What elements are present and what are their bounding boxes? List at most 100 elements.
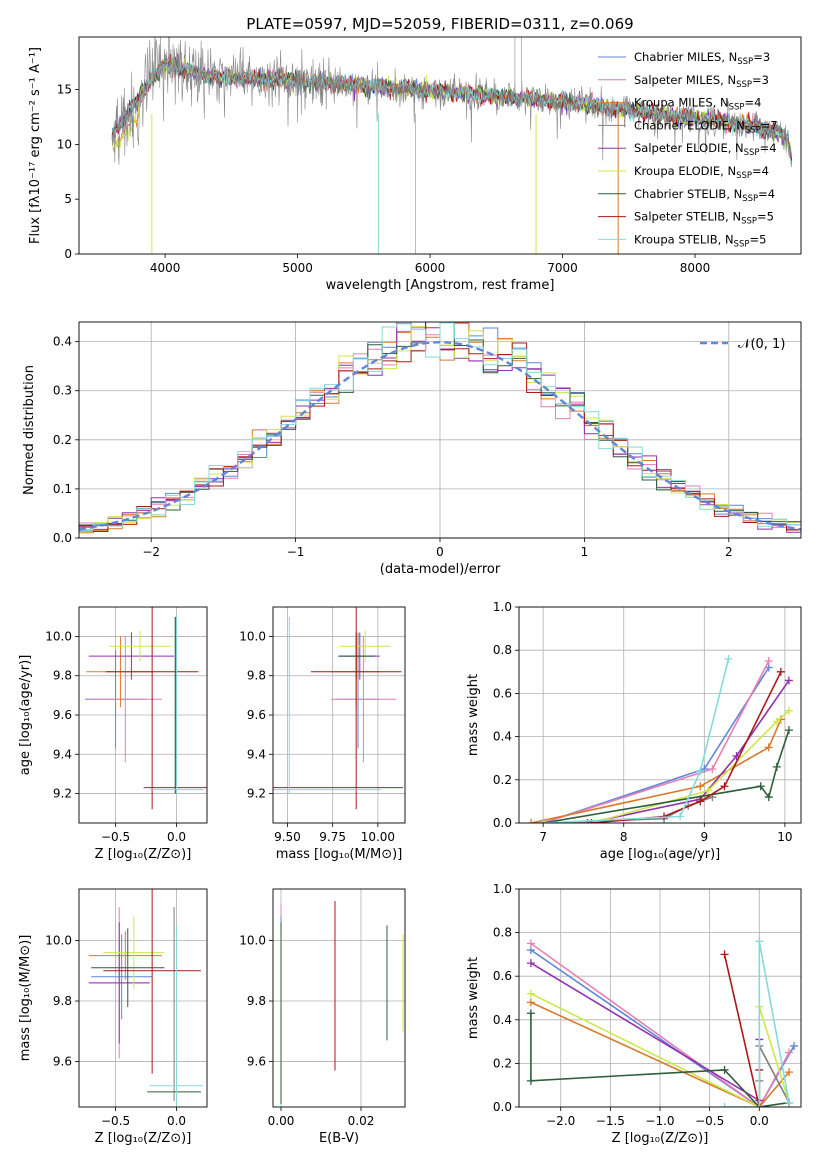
legend-sub: SSP: [736, 80, 752, 90]
plot-area: [273, 607, 404, 810]
legend-n: N: [720, 96, 729, 110]
x-axis-label: Z [log₁₀(Z/Z⊙)]: [612, 1131, 709, 1146]
weight-marker: [772, 762, 781, 771]
errorbar-kroupa-elodie: [339, 630, 391, 662]
weight-marker: [526, 1009, 535, 1018]
plot-area: [526, 937, 799, 1107]
weight-marker: [784, 726, 793, 735]
legend-nssp: =5: [749, 232, 766, 246]
y-tick-label: 9.6: [247, 1055, 266, 1069]
axes-frame: [518, 888, 802, 1108]
weight-marker: [720, 1103, 729, 1107]
x-tick-label: 0: [436, 545, 444, 559]
legend-nssp: =5: [757, 210, 774, 224]
axes: −0.5 0.0 9.6 9.8 10.0 Z [log₁₀(Z/Z⊙)] mass [lo…: [18, 888, 208, 1146]
weight-marker: [755, 1103, 764, 1107]
panel-age-vs-Z: −0.5 0.0 9.2 9.4 9.6 9.8 10.0 Z [log₁₀(Z/Z⊙)] ag…: [18, 606, 208, 862]
weight-marker: [526, 998, 535, 1007]
x-tick-label: 2: [725, 545, 733, 559]
x-tick-label: −0.5: [695, 1114, 724, 1128]
y-tick-label: 5: [64, 192, 72, 206]
x-tick-label: 9.50: [274, 830, 301, 844]
y-tick-label: 1.0: [493, 600, 512, 614]
panel-residuals: −2 −1 0 1 2 0.0 0.1 0.2 0.3 0.4 (data-model)/error…: [22, 321, 802, 577]
axes: 7 8 9 10 0.0 0.2 0.4 0.6 0.8 1.0 age [log₁₀(age/yr…: [466, 600, 802, 862]
axes-frame: [78, 888, 208, 1108]
x-tick-label: −0.5: [101, 1114, 130, 1128]
legend-entry-chabrier-stelib: Chabrier STELIB, NSSP=4: [634, 187, 775, 204]
x-tick-label: 8: [620, 830, 628, 844]
legend-nssp: =3: [752, 73, 769, 87]
axes: −0.5 0.0 9.2 9.4 9.6 9.8 10.0 Z [log₁₀(Z/Z⊙)] ag…: [18, 606, 208, 862]
weight-marker: [720, 782, 729, 791]
legend-n: N: [729, 50, 738, 64]
y-tick-label: 9.2: [247, 787, 266, 801]
weight-marker: [764, 793, 773, 802]
legend-sub: SSP: [734, 239, 750, 249]
panel-mass-vs-ebv: 0.00 0.02 9.6 9.8 10.0 E(B-V): [239, 888, 406, 1146]
x-tick-label: 0.02: [348, 1114, 375, 1128]
weight-marker: [526, 1076, 535, 1085]
legend-n: N: [732, 210, 741, 224]
x-tick-label: 1: [581, 545, 589, 559]
axes: 4000 5000 6000 7000 8000 0 5 10 15 wavelength [An…: [28, 36, 802, 293]
x-tick-label: −0.5: [101, 830, 130, 844]
weight-marker: [696, 782, 705, 791]
weight-marker: [764, 657, 773, 665]
x-tick-label: 7000: [547, 261, 578, 275]
plot-area: [527, 654, 793, 823]
weight-marker: [755, 937, 764, 946]
y-tick-label: 10.0: [239, 933, 266, 947]
y-tick-label: 10: [57, 137, 72, 151]
x-tick-label: 5000: [282, 261, 313, 275]
panel-mass-vs-Z: −0.5 0.0 9.6 9.8 10.0 Z [log₁₀(Z/Z⊙)] mass [lo…: [18, 888, 208, 1146]
errorbar-kroupa-miles: [88, 931, 162, 980]
y-tick-label: 9.6: [53, 708, 72, 722]
y-axis-label: Flux [fλ10⁻¹⁷ erg cm⁻² s⁻¹ A⁻¹]: [28, 47, 43, 244]
x-tick-label: −1.5: [596, 1114, 625, 1128]
y-tick-label: 0.0: [493, 1100, 512, 1114]
y-tick-label: 9.8: [53, 669, 72, 683]
plot-area: [280, 901, 404, 1107]
histogram-kroupa-stelib: [79, 322, 801, 538]
legend-nssp: =7: [761, 118, 778, 132]
legend-entry-chabrier-elodie: Chabrier ELODIE, NSSP=7: [634, 118, 778, 135]
y-tick-label: 0.1: [53, 482, 72, 496]
weight-marker: [526, 939, 535, 948]
observed-spectrum: [111, 37, 792, 165]
y-tick-label: 0.2: [493, 1056, 512, 1070]
y-axis-label: age [log₁₀(age/yr)]: [18, 655, 33, 776]
legend-entry-kroupa-miles: Kroupa MILES, NSSP=4: [634, 96, 761, 113]
legend-n: N: [727, 73, 736, 87]
y-tick-label: 0.2: [53, 433, 72, 447]
errorbar-kroupa-elodie: [103, 916, 165, 989]
axes-frame: [272, 606, 406, 824]
panel-spectrum: 4000 5000 6000 7000 8000 0 5 10 15 wavelength [An…: [28, 36, 802, 293]
x-tick-label: 4000: [150, 261, 181, 275]
y-tick-label: 0.3: [53, 384, 72, 398]
figure-title: PLATE=0597, MJD=52059, FIBERID=0311, z=0…: [246, 15, 633, 33]
plot-area: [85, 607, 207, 810]
legend-name: Kroupa STELIB,: [634, 232, 725, 246]
legend-sub: SSP: [744, 148, 760, 158]
plot-area: [79, 322, 801, 538]
y-axis-label: Normed distribution: [22, 365, 37, 495]
y-tick-label: 9.8: [53, 994, 72, 1008]
errorbar-salpeter-miles: [88, 636, 162, 763]
y-tick-label: 0.8: [493, 643, 512, 657]
weight-marker: [785, 1098, 794, 1107]
y-tick-label: 9.8: [247, 994, 266, 1008]
axes-frame: [78, 606, 208, 824]
legend-entry-kroupa-stelib: Kroupa STELIB, NSSP=5: [634, 232, 766, 249]
weight-marker: [724, 654, 733, 663]
y-tick-label: 9.6: [53, 1055, 72, 1069]
legend-name: Salpeter MILES,: [634, 73, 727, 87]
axes-frame: [78, 321, 802, 539]
y-tick-label: 0.4: [493, 1013, 512, 1027]
y-tick-label: 9.6: [247, 708, 266, 722]
weight-marker: [776, 667, 785, 676]
weight-marker: [527, 819, 536, 823]
y-axis-label: mass [log₁₀(M/M⊙)]: [18, 935, 33, 1062]
y-tick-label: 15: [57, 83, 72, 97]
x-tick-label: −1: [287, 545, 305, 559]
